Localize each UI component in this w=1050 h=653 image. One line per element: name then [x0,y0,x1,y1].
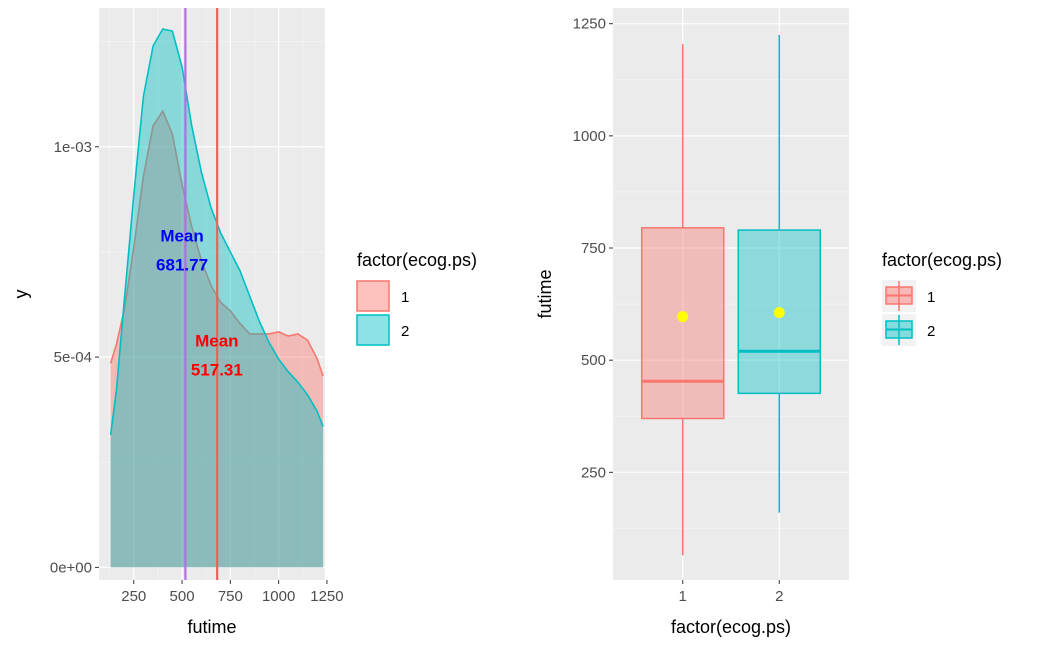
density-y-tick-label: 0e+00 [50,559,92,576]
mean-annotation-1-line-1: Mean [160,226,203,245]
density-x-axis-ticks: 250 500 750 1000 1250 [121,580,344,605]
mean-annotation-2-line-1: Mean [195,332,238,351]
density-y-tick-label: 5e-04 [54,349,92,366]
density-y-tick-label: 1e-03 [54,139,92,156]
boxplot-x-tick-label: 2 [775,588,783,605]
density-legend-key-2 [356,314,390,346]
mean-annotation-1-line-2: 681.77 [156,255,208,274]
box-mean-point-2 [773,307,785,319]
density-x-axis-title: futime [187,617,236,637]
mean-vertical-lines [184,8,219,580]
density-x-tick-label: 1000 [262,588,295,605]
boxplot-x-tick-label: 1 [679,588,687,605]
boxplot-x-axis-title: factor(ecog.ps) [671,617,791,637]
mean-annotation-2-line-2: 517.31 [191,361,243,380]
density-y-axis-ticks: 0e+00 5e-04 1e-03 [50,139,99,576]
boxplot-y-tick-label: 1250 [573,16,606,33]
density-legend: factor(ecog.ps) 1 2 [356,250,477,346]
boxplot-y-axis-ticks: 250 500 750 1000 1250 [573,16,613,481]
boxplot-y-axis-title: futime [535,269,555,318]
density-legend-label-1: 1 [401,289,409,306]
density-x-tick-label: 500 [170,588,195,605]
boxplot-legend-key-1 [882,280,916,312]
boxplot-legend-title: factor(ecog.ps) [882,250,1002,270]
boxplot-panel-background [613,8,849,580]
density-legend-label-2: 2 [401,323,409,340]
boxplot-y-tick-label: 500 [581,352,606,369]
box-group-2 [737,34,822,513]
box-body-1 [640,227,725,420]
boxplot-legend-label-2: 2 [927,323,935,340]
density-gridlines [99,8,328,580]
density-line-2 [109,28,324,436]
density-panel-background [99,8,325,580]
density-y-axis-title: y [11,290,31,299]
density-x-tick-label: 250 [121,588,146,605]
box-group-1 [640,43,725,556]
boxplot-y-tick-label: 750 [581,240,606,257]
density-x-tick-label: 1250 [310,588,343,605]
boxplot-legend: factor(ecog.ps) 1 2 [882,250,1002,346]
boxplot-boxes [640,34,822,556]
mean-annotations: Mean 681.77 Mean 517.31 [156,226,243,379]
boxplot-legend-label-1: 1 [927,289,935,306]
density-legend-title: factor(ecog.ps) [357,250,477,270]
density-legend-key-1 [356,280,390,312]
boxplot-y-tick-label: 1000 [573,128,606,145]
boxplot-legend-key-2 [882,314,916,346]
density-plot: Mean 681.77 Mean 517.31 250 500 750 1000 1250 0… [11,8,344,637]
box-mean-point-1 [677,311,689,323]
density-x-tick-label: 750 [218,588,243,605]
boxplot-y-tick-label: 250 [581,464,606,481]
density-line-1 [109,109,324,377]
